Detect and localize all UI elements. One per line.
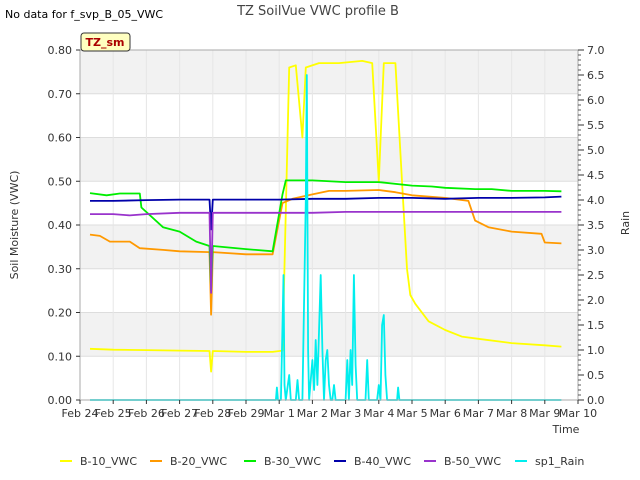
y2-tick-label: 1.5 <box>587 319 605 332</box>
site-badge-label: TZ_sm <box>86 36 125 49</box>
series-line-b-20-vwc <box>89 189 562 316</box>
x-tick-label: Mar 9 <box>529 407 560 420</box>
no-data-note: No data for f_svp_B_05_VWC <box>5 8 163 21</box>
plot-band <box>80 312 578 357</box>
plot-band <box>80 93 578 138</box>
site-badge-box <box>80 32 131 52</box>
y-tick-label: 0.00 <box>48 394 73 407</box>
x-tick-label: Mar 2 <box>297 407 328 420</box>
x-tick-label: Mar 7 <box>463 407 494 420</box>
plot-band <box>80 225 578 269</box>
x-tick-label: Mar 1 <box>264 407 295 420</box>
series-line-b-30-vwc <box>89 179 562 292</box>
x-tick-label: Mar 6 <box>430 407 461 420</box>
legend-label: B-10_VWC <box>80 455 137 468</box>
series-group <box>89 60 562 401</box>
y2-tick-label: 2.5 <box>587 269 605 282</box>
x-tick-label: Feb 29 <box>228 407 265 420</box>
y2-tick-label: 5.0 <box>587 144 605 157</box>
series-line-b-50-vwc <box>90 210 562 294</box>
y2-tick-label: 3.0 <box>587 244 605 257</box>
y2-tick-label: 2.0 <box>587 294 605 307</box>
y-axis-left: 0.00 0.10 0.20 0.30 0.40 0.50 0.60 0.70 0.80 <box>48 44 80 407</box>
legend-label: B-50_VWC <box>444 455 501 468</box>
x-tick-label: Feb 27 <box>161 407 198 420</box>
y-tick-label: 0.60 <box>48 132 73 145</box>
x-tick-label: Mar 4 <box>363 407 394 420</box>
plot-band <box>80 137 578 182</box>
y-tick-label: 0.50 <box>48 175 73 188</box>
y2-tick-label: 0.5 <box>587 369 605 382</box>
legend-label: B-30_VWC <box>264 455 321 468</box>
x-tick-label: Feb 24 <box>62 407 99 420</box>
x-tick-label: Mar 5 <box>396 407 427 420</box>
legend-label: sp1_Rain <box>535 455 584 468</box>
x-tick-label: Feb 25 <box>95 407 132 420</box>
plot-background <box>80 50 578 400</box>
y2-tick-label: 4.5 <box>587 169 605 182</box>
y2-tick-label: 1.0 <box>587 344 605 357</box>
y-tick-label: 0.40 <box>48 219 73 232</box>
y-tick-label: 0.80 <box>48 44 73 57</box>
x-tick-label: Mar 3 <box>330 407 361 420</box>
x-tick-label: Mar 8 <box>496 407 527 420</box>
y-tick-label: 0.70 <box>48 88 73 101</box>
series-line-b-40-vwc <box>90 195 562 231</box>
x-axis-title: Time <box>552 423 580 436</box>
y2-tick-label: 5.5 <box>587 119 605 132</box>
plot-band <box>80 268 578 313</box>
legend-label: B-40_VWC <box>354 455 411 468</box>
y-axis-title: Soil Moisture (VWC) <box>8 171 21 280</box>
y2-tick-label: 3.5 <box>587 219 605 232</box>
series-line-b-10-vwc <box>89 60 562 373</box>
series-line-sp1-rain <box>90 74 562 401</box>
plot-band <box>80 50 578 94</box>
y-tick-label: 0.30 <box>48 263 73 276</box>
y2-axis-title: Rain <box>619 211 632 235</box>
x-tick-label: Mar 10 <box>559 407 597 420</box>
y-tick-label: 0.10 <box>48 350 73 363</box>
y2-tick-label: 7.0 <box>587 44 605 57</box>
legend-label: B-20_VWC <box>170 455 227 468</box>
site-badge: TZ_sm <box>80 32 131 52</box>
legend: B-10_VWC B-20_VWC B-30_VWC B-40_VWC B-50_VWC… <box>60 455 584 468</box>
y-axis-right: 0.0 0.5 1.0 1.5 2.0 2.5 3.0 3.5 4.0 4.5 5.0 5.5 6.0 6… <box>578 44 605 407</box>
y2-tick-label: 6.0 <box>587 94 605 107</box>
y2-tick-label: 0.0 <box>587 394 605 407</box>
x-tick-label: Feb 26 <box>128 407 165 420</box>
x-tick-label: Feb 28 <box>194 407 231 420</box>
y-tick-label: 0.20 <box>48 307 73 320</box>
chart-title: TZ SoilVue VWC profile B <box>236 4 399 19</box>
y2-tick-label: 4.0 <box>587 194 605 207</box>
y2-tick-label: 6.5 <box>587 69 605 82</box>
